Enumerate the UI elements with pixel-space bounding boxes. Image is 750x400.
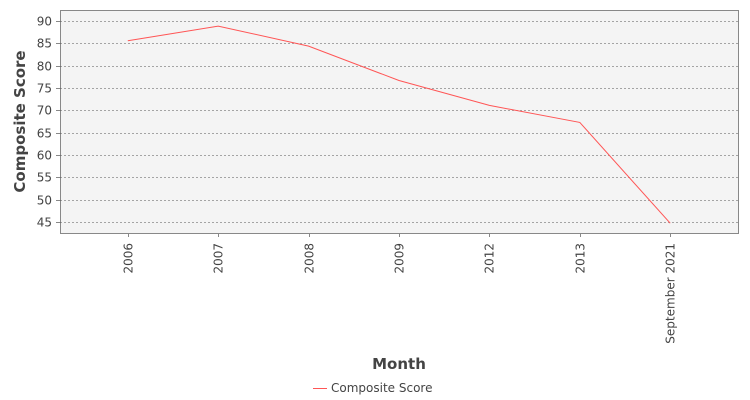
y-axis-title: Composite Score [11,50,29,192]
y-tick-label: 70 [37,104,52,118]
y-tick-label: 65 [37,127,52,141]
y-tick-label: 50 [37,194,52,208]
x-tick-label: 2009 [393,243,407,274]
legend: Composite Score [313,381,432,395]
y-tick-label: 80 [37,60,52,74]
x-tick-label: 2006 [122,243,136,274]
x-tick-label: 2012 [483,243,497,274]
y-tick-label: 85 [37,37,52,51]
plot-area [60,10,739,234]
x-tick-label: 2007 [212,243,226,274]
x-tick-label: 2008 [303,243,317,274]
legend-label-composite-score: Composite Score [331,381,432,395]
y-axis: 45 50 55 60 65 70 75 80 85 90 [37,15,60,230]
x-axis: 2006 2007 2008 2009 2012 2013 September 2021 [122,233,678,344]
x-tick-label: September 2021 [664,243,678,344]
y-tick-label: 75 [37,82,52,96]
x-axis-title: Month [372,355,426,373]
series-layer [127,25,671,224]
series-line-composite-score [127,25,671,224]
x-tick-label: 2013 [574,243,588,274]
y-tick-label: 60 [37,149,52,163]
y-tick-label: 55 [37,171,52,185]
gridlines [60,21,738,223]
y-tick-label: 45 [37,216,52,230]
y-tick-label: 90 [37,15,52,29]
